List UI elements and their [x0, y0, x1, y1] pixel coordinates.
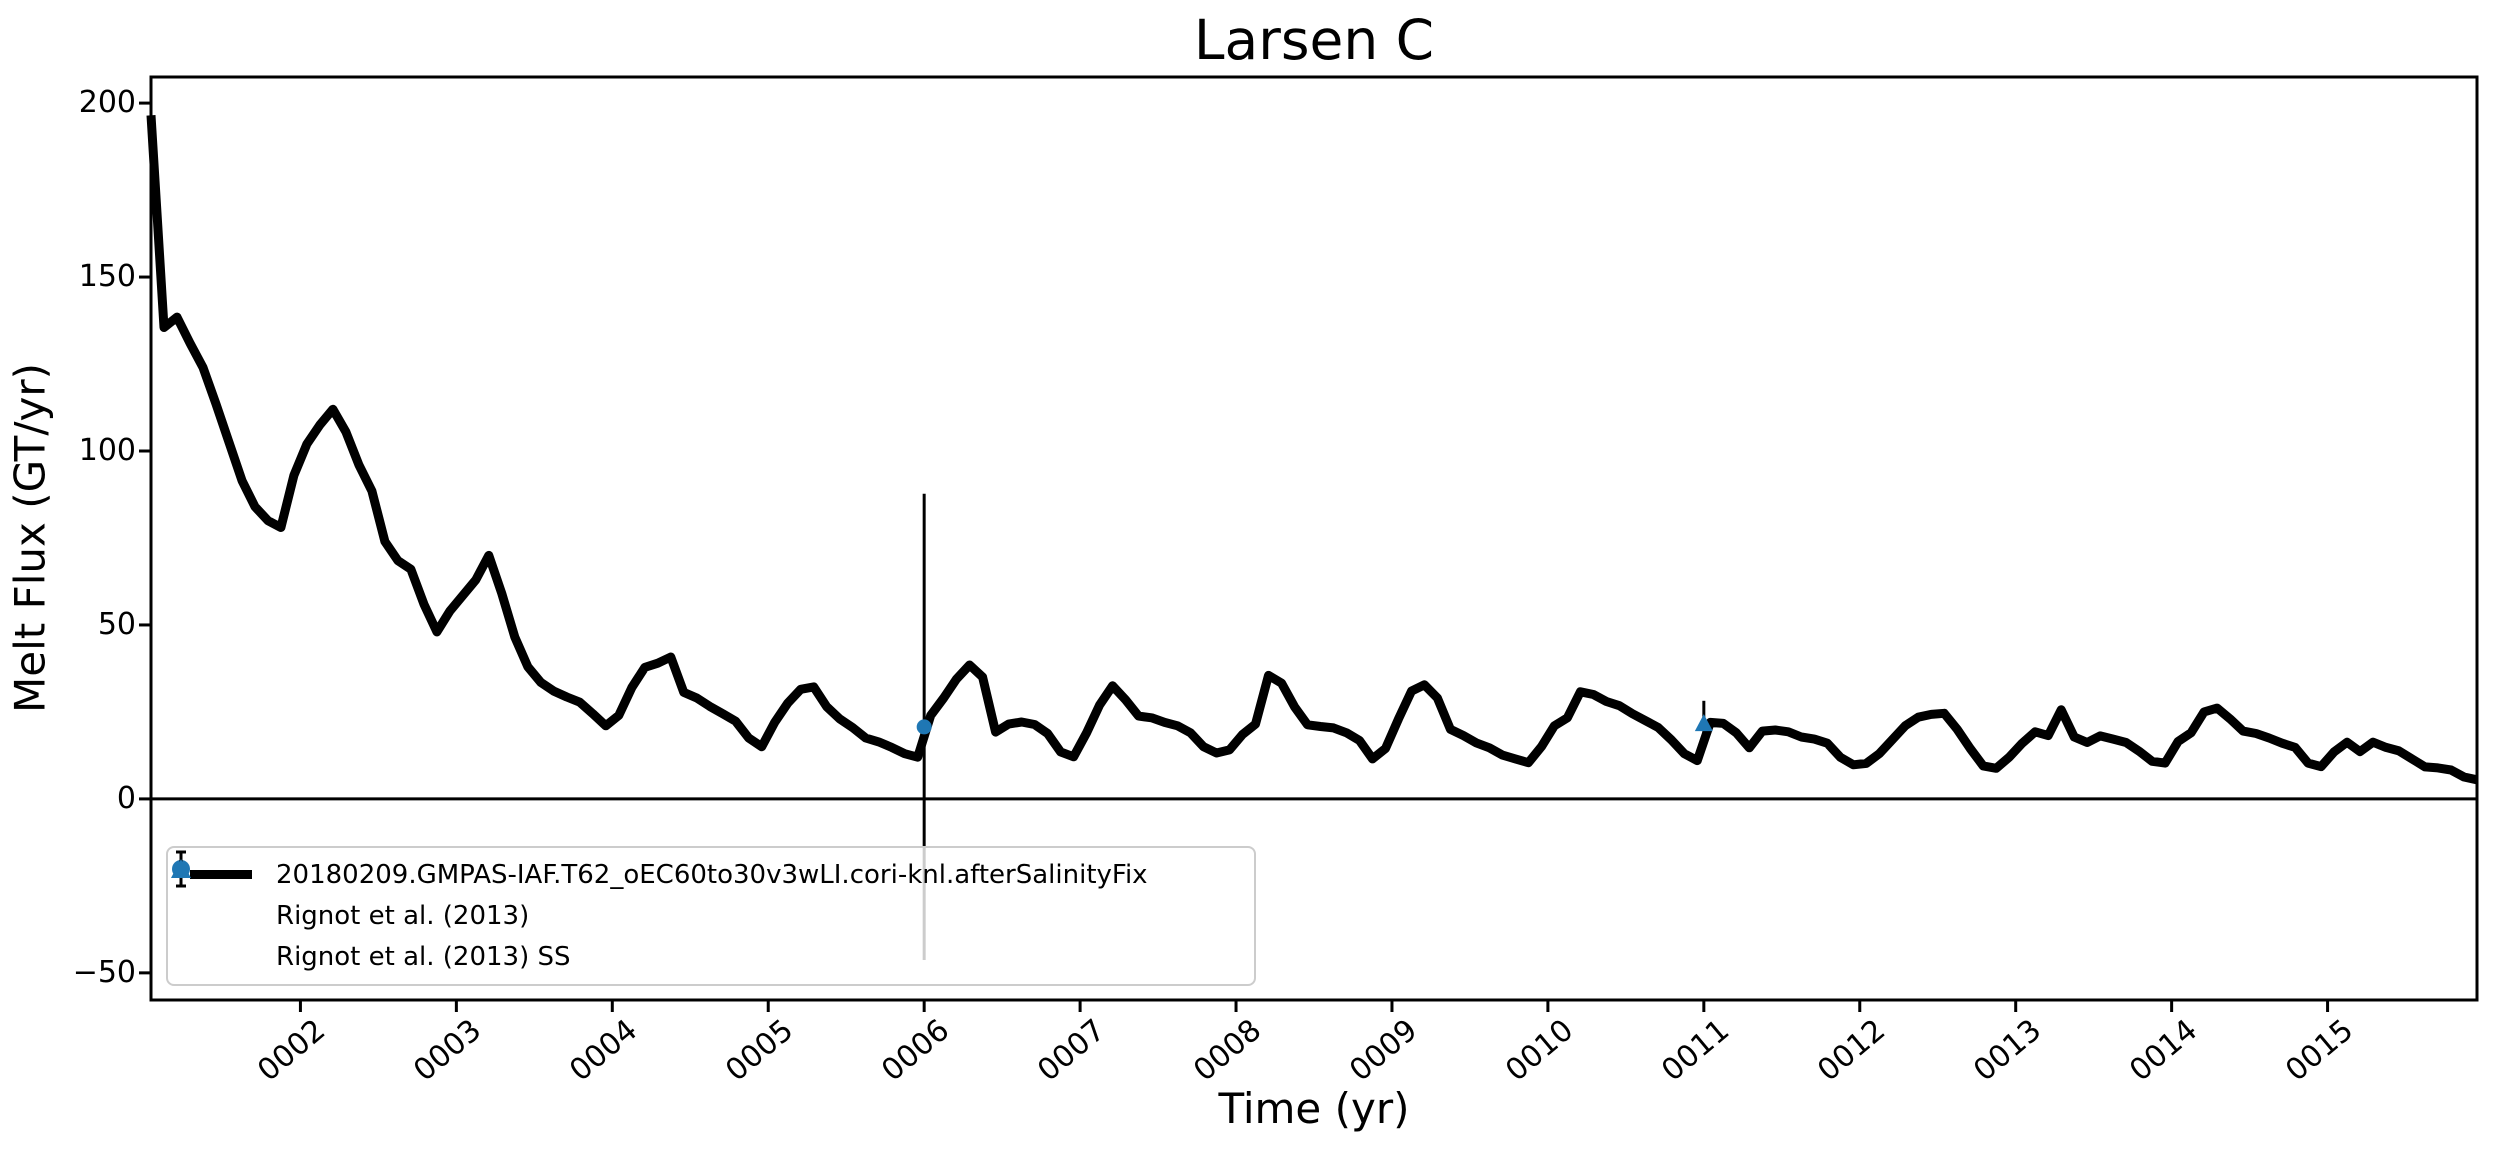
- y-tick-label: −50: [72, 954, 136, 990]
- legend-entry-model: 20180209.GMPAS-IAF.T62_oEC60to30v3wLI.co…: [182, 854, 1240, 895]
- legend-entry-rignot-ss: Rignot et al. (2013) SS: [171, 850, 1240, 978]
- rignot-circle-marker: [916, 719, 932, 735]
- y-tick-label: 150: [78, 259, 136, 295]
- y-axis-label: Melt Flux (GT/yr): [5, 363, 55, 713]
- rignot-ss-triangle-marker: [1694, 714, 1713, 732]
- y-tick-label: 200: [78, 85, 136, 121]
- legend: 20180209.GMPAS-IAF.T62_oEC60to30v3wLI.co…: [166, 846, 1256, 986]
- y-tick-label: 0: [116, 780, 136, 816]
- legend-label-rignot: Rignot et al. (2013): [276, 900, 530, 931]
- legend-label-model: 20180209.GMPAS-IAF.T62_oEC60to30v3wLI.co…: [276, 859, 1148, 890]
- y-tick-label: 100: [78, 433, 136, 468]
- legend-label-rignot-ss: Rignot et al. (2013) SS: [276, 942, 571, 973]
- x-axis-label: Time (yr): [1218, 1084, 1410, 1133]
- melt-flux-line: [146, 115, 2478, 785]
- legend-line-sample: [182, 870, 260, 880]
- axes-frame: [149, 75, 2479, 1002]
- chart-title: Larsen C: [1193, 8, 1435, 72]
- errorbar-triangle-icon: [171, 850, 191, 888]
- y-tick-label: 50: [97, 606, 136, 642]
- legend-entry-rignot: Rignot et al. (2013): [172, 850, 1240, 936]
- model-line-swatch: [190, 870, 252, 880]
